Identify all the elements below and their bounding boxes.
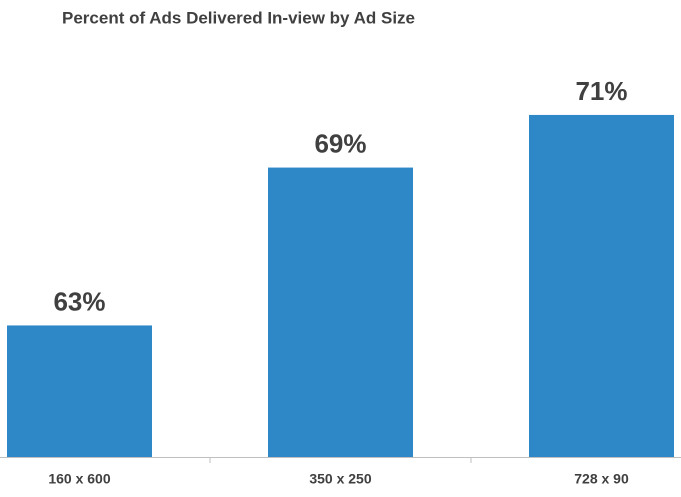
bar xyxy=(268,167,413,457)
chart-title: Percent of Ads Delivered In-view by Ad S… xyxy=(62,8,415,27)
x-tick-label: 160 x 600 xyxy=(48,471,110,487)
value-label: 69% xyxy=(314,128,366,158)
value-label: 63% xyxy=(53,286,105,316)
bar xyxy=(7,325,152,457)
bar xyxy=(529,114,674,457)
x-tick-label: 728 x 90 xyxy=(574,471,629,487)
x-tick-label: 350 x 250 xyxy=(309,471,371,487)
value-label: 71% xyxy=(575,76,627,106)
